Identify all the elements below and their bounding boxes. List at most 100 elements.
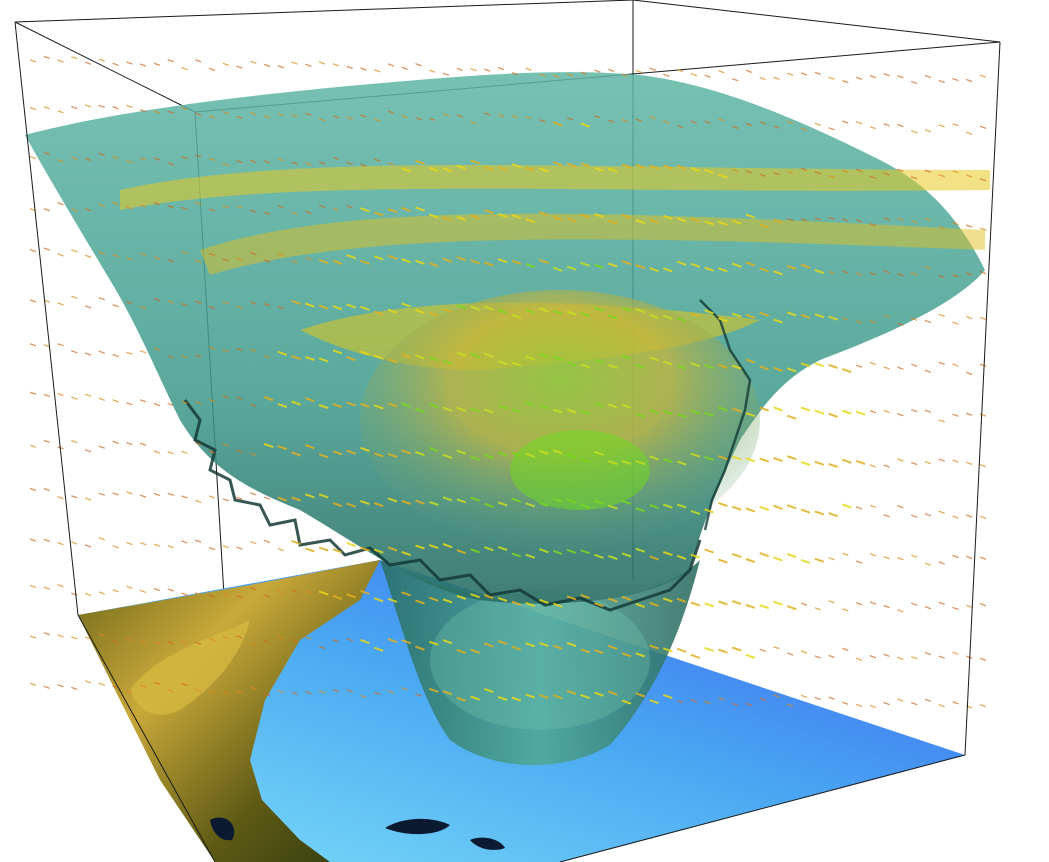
vector-arrow xyxy=(924,605,932,610)
vector-arrow xyxy=(291,451,301,457)
vector-arrow xyxy=(525,452,536,458)
vector-arrow xyxy=(442,216,453,222)
vector-arrow xyxy=(539,598,549,604)
vector-arrow xyxy=(360,589,370,595)
vector-arrow xyxy=(731,646,742,652)
vector-arrow xyxy=(456,114,464,118)
vector-arrow xyxy=(139,589,147,594)
vector-arrow xyxy=(883,514,890,518)
vector-arrow xyxy=(525,642,536,648)
vector-arrow xyxy=(965,78,973,83)
vector-arrow xyxy=(84,208,92,212)
vector-arrow xyxy=(676,317,687,323)
vector-arrow xyxy=(470,593,480,599)
vector-arrow xyxy=(346,541,357,547)
vector-arrow xyxy=(98,104,106,109)
vector-arrow xyxy=(979,125,987,130)
vector-arrow xyxy=(167,402,174,407)
vector-arrow xyxy=(346,205,353,209)
vector-arrow xyxy=(594,691,604,697)
vector-arrow xyxy=(773,125,780,129)
vector-arrow xyxy=(718,558,728,564)
vector-arrow xyxy=(938,313,945,317)
vector-arrow xyxy=(979,556,987,560)
vector-arrow xyxy=(731,407,742,413)
vector-arrow xyxy=(525,308,536,314)
vector-arrow xyxy=(71,249,78,253)
vector-arrow xyxy=(525,67,532,71)
vector-arrow xyxy=(649,67,656,71)
vector-arrow xyxy=(346,303,357,309)
vector-arrow xyxy=(71,105,78,110)
vector-arrow xyxy=(580,363,591,369)
vector-arrow xyxy=(153,681,161,685)
vector-arrow xyxy=(181,450,188,455)
vector-arrow xyxy=(952,651,959,655)
vector-arrow xyxy=(924,369,932,374)
vector-arrow xyxy=(800,263,811,269)
vector-arrow xyxy=(483,408,494,414)
vector-arrow xyxy=(71,541,78,545)
vector-arrow xyxy=(704,220,714,226)
vector-arrow xyxy=(814,607,822,611)
vector-arrow xyxy=(607,167,618,173)
vector-arrow xyxy=(952,413,959,417)
vector-arrow xyxy=(181,400,188,404)
vector-arrow xyxy=(539,693,549,699)
vector-arrow xyxy=(759,457,770,463)
green-hotspot xyxy=(510,430,650,510)
vector-arrow xyxy=(814,362,825,368)
vector-arrow xyxy=(112,304,119,308)
vector-arrow xyxy=(456,215,467,221)
vector-arrow xyxy=(539,73,546,78)
vector-arrow xyxy=(442,496,453,502)
vector-arrow xyxy=(277,689,285,694)
vector-arrow xyxy=(305,63,312,68)
vector-arrow xyxy=(43,207,51,212)
vector-arrow xyxy=(539,352,549,358)
vector-arrow xyxy=(649,503,659,510)
vector-arrow xyxy=(456,498,467,504)
vector-arrow xyxy=(786,605,797,611)
vector-arrow xyxy=(580,409,591,415)
vector-arrow xyxy=(263,115,271,119)
vector-arrow xyxy=(236,65,243,69)
vector-arrow xyxy=(139,204,147,208)
vector-arrow xyxy=(428,356,439,362)
vector-arrow xyxy=(305,256,312,261)
vector-arrow xyxy=(621,354,632,360)
vector-arrow xyxy=(332,639,340,643)
vector-arrow xyxy=(415,354,425,360)
vector-arrow xyxy=(800,460,811,466)
vector-arrow xyxy=(649,409,659,415)
vector-arrow xyxy=(745,213,756,219)
vector-arrow xyxy=(979,316,987,321)
vector-arrow xyxy=(29,584,37,589)
vector-arrow xyxy=(181,250,188,254)
vector-arrow xyxy=(938,510,945,514)
vector-arrow xyxy=(71,396,78,400)
vector-arrow xyxy=(883,269,890,274)
vector-arrow xyxy=(552,644,563,650)
vector-arrow xyxy=(401,687,408,691)
vector-arrow xyxy=(194,300,202,305)
vector-arrow xyxy=(952,459,959,463)
vector-arrow xyxy=(649,601,659,607)
vector-arrow xyxy=(855,168,863,173)
vector-arrow xyxy=(511,361,522,367)
vector-arrow xyxy=(635,652,646,658)
vector-arrow xyxy=(291,638,298,643)
vector-arrow xyxy=(250,452,257,457)
vector-arrow xyxy=(318,357,329,363)
vector-arrow xyxy=(332,305,343,311)
vector-arrow xyxy=(167,300,174,304)
vector-arrow xyxy=(167,110,174,114)
vector-arrow xyxy=(456,406,467,412)
vector-arrow xyxy=(305,690,312,695)
vector-arrow xyxy=(360,163,367,167)
vector-arrow xyxy=(456,351,467,357)
vector-arrow xyxy=(552,497,563,503)
vector-arrow xyxy=(511,451,522,457)
vector-arrow xyxy=(979,657,987,662)
